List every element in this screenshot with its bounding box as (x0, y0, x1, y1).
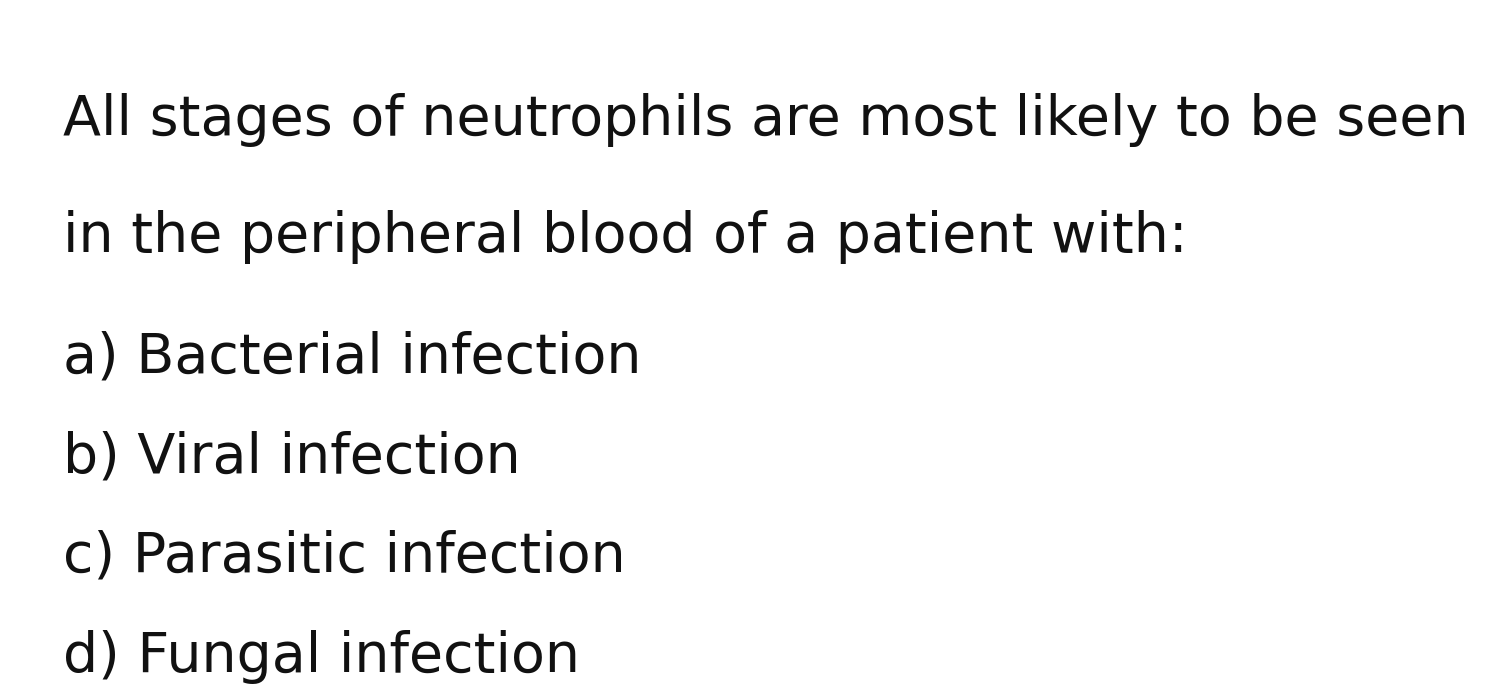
Text: b) Viral infection: b) Viral infection (63, 430, 520, 484)
Text: All stages of neutrophils are most likely to be seen: All stages of neutrophils are most likel… (63, 93, 1468, 147)
Text: in the peripheral blood of a patient with:: in the peripheral blood of a patient wit… (63, 210, 1188, 264)
Text: a) Bacterial infection: a) Bacterial infection (63, 330, 642, 384)
Text: d) Fungal infection: d) Fungal infection (63, 630, 580, 683)
Text: c) Parasitic infection: c) Parasitic infection (63, 530, 626, 583)
